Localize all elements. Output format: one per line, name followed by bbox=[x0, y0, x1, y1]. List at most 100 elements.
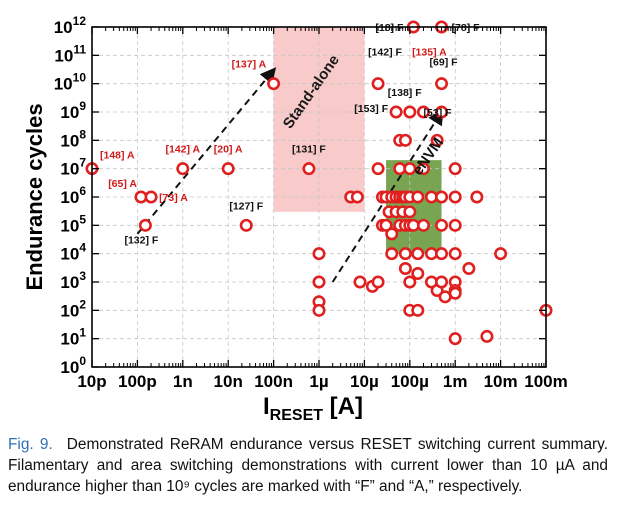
figure-caption: Fig. 9. Demonstrated ReRAM endurance vers… bbox=[8, 434, 608, 497]
point-annotation: [69] F bbox=[430, 57, 459, 69]
point-annotation: [142] F bbox=[368, 47, 402, 59]
data-point bbox=[448, 332, 462, 346]
x-tick-label: 1m bbox=[443, 372, 468, 391]
y-tick-label: 102 bbox=[60, 297, 86, 320]
point-annotation: [127] F bbox=[229, 200, 263, 212]
point-annotation: [132] F bbox=[124, 234, 158, 246]
y-tick-label: 104 bbox=[60, 241, 86, 264]
data-point bbox=[411, 266, 425, 280]
figure-number: Fig. 9. bbox=[8, 436, 53, 453]
y-tick-label: 1012 bbox=[54, 14, 87, 37]
data-point bbox=[403, 105, 417, 119]
data-point bbox=[430, 133, 444, 147]
data-point bbox=[416, 218, 430, 232]
data-point bbox=[448, 190, 462, 204]
data-point bbox=[302, 162, 316, 176]
y-tick-exponent: 0 bbox=[79, 354, 86, 368]
x-axis-title: IRESET [A] bbox=[263, 393, 363, 424]
data-point bbox=[435, 275, 449, 289]
y-tick-base: 10 bbox=[54, 75, 73, 94]
y-tick-label: 1010 bbox=[54, 71, 87, 94]
data-point bbox=[312, 275, 326, 289]
point-annotation: [65] A bbox=[108, 178, 137, 190]
data-point bbox=[398, 247, 412, 261]
data-point bbox=[416, 105, 430, 119]
y-tick-label: 1011 bbox=[54, 42, 86, 65]
data-point bbox=[398, 261, 412, 275]
x-tick-label: 1µ bbox=[309, 372, 328, 391]
data-point bbox=[138, 218, 152, 232]
y-tick-base: 10 bbox=[60, 188, 79, 207]
y-tick-label: 108 bbox=[60, 127, 86, 150]
y-tick-base: 10 bbox=[60, 160, 79, 179]
data-point bbox=[221, 162, 235, 176]
data-point bbox=[435, 190, 449, 204]
data-point bbox=[176, 162, 190, 176]
y-tick-base: 10 bbox=[60, 330, 79, 349]
y-tick-base: 10 bbox=[60, 216, 79, 235]
y-tick-label: 106 bbox=[60, 184, 86, 207]
y-tick-label: 109 bbox=[60, 99, 86, 122]
data-point bbox=[371, 77, 385, 91]
data-point bbox=[435, 247, 449, 261]
y-tick-exponent: 12 bbox=[73, 14, 87, 28]
y-tick-base: 10 bbox=[60, 131, 79, 150]
data-point bbox=[385, 247, 399, 261]
data-point bbox=[448, 286, 462, 300]
data-point bbox=[353, 275, 367, 289]
point-annotation: [131] F bbox=[292, 144, 326, 156]
y-tick-exponent: 5 bbox=[79, 212, 86, 226]
data-point bbox=[435, 218, 449, 232]
point-annotation: [138] F bbox=[388, 87, 422, 99]
x-tick-label: 1n bbox=[173, 372, 193, 391]
data-point bbox=[144, 190, 158, 204]
y-tick-exponent: 1 bbox=[79, 326, 86, 340]
x-tick-label: 100n bbox=[254, 372, 293, 391]
point-annotation: [53] F bbox=[424, 107, 453, 119]
y-tick-exponent: 7 bbox=[79, 156, 86, 170]
data-point bbox=[435, 105, 449, 119]
data-point bbox=[411, 303, 425, 317]
x-tick-label: 10p bbox=[77, 372, 106, 391]
x-axis-title-main: I bbox=[263, 393, 270, 420]
y-tick-exponent: 10 bbox=[73, 71, 87, 85]
y-tick-exponent: 4 bbox=[79, 241, 86, 255]
data-point bbox=[350, 190, 364, 204]
caption-text: Demonstrated ReRAM endurance versus RESE… bbox=[8, 436, 608, 495]
data-point bbox=[371, 275, 385, 289]
x-tick-label: 100µ bbox=[391, 372, 429, 391]
x-axis-title-subscript: RESET bbox=[270, 407, 324, 424]
data-point bbox=[312, 247, 326, 261]
point-annotation: [148] A bbox=[100, 150, 135, 162]
y-tick-base: 10 bbox=[60, 273, 79, 292]
y-tick-exponent: 9 bbox=[79, 99, 86, 113]
data-point bbox=[411, 190, 425, 204]
y-tick-exponent: 11 bbox=[73, 42, 86, 56]
y-tick-base: 10 bbox=[54, 18, 73, 37]
data-point bbox=[403, 275, 417, 289]
data-point bbox=[403, 205, 417, 219]
point-annotation: [18] F bbox=[375, 22, 404, 34]
point-annotation: [153] F bbox=[354, 103, 388, 115]
data-point bbox=[448, 247, 462, 261]
y-tick-label: 103 bbox=[60, 269, 86, 292]
y-tick-base: 10 bbox=[60, 245, 79, 264]
data-point bbox=[398, 133, 412, 147]
point-annotation: [137] A bbox=[232, 59, 267, 71]
data-point bbox=[385, 227, 399, 241]
data-point bbox=[448, 218, 462, 232]
x-tick-label: 10µ bbox=[350, 372, 379, 391]
x-tick-label: 100p bbox=[118, 372, 157, 391]
x-tick-label: 10n bbox=[214, 372, 243, 391]
data-point bbox=[416, 162, 430, 176]
point-annotation: [20] A bbox=[214, 144, 243, 156]
data-point bbox=[448, 162, 462, 176]
data-point bbox=[480, 329, 494, 343]
y-tick-base: 10 bbox=[60, 103, 79, 122]
data-points-layer bbox=[85, 20, 553, 346]
y-tick-exponent: 6 bbox=[79, 184, 86, 198]
y-tick-label: 100 bbox=[60, 354, 86, 377]
y-tick-exponent: 3 bbox=[79, 269, 86, 283]
point-annotation: [142] A bbox=[165, 144, 200, 156]
